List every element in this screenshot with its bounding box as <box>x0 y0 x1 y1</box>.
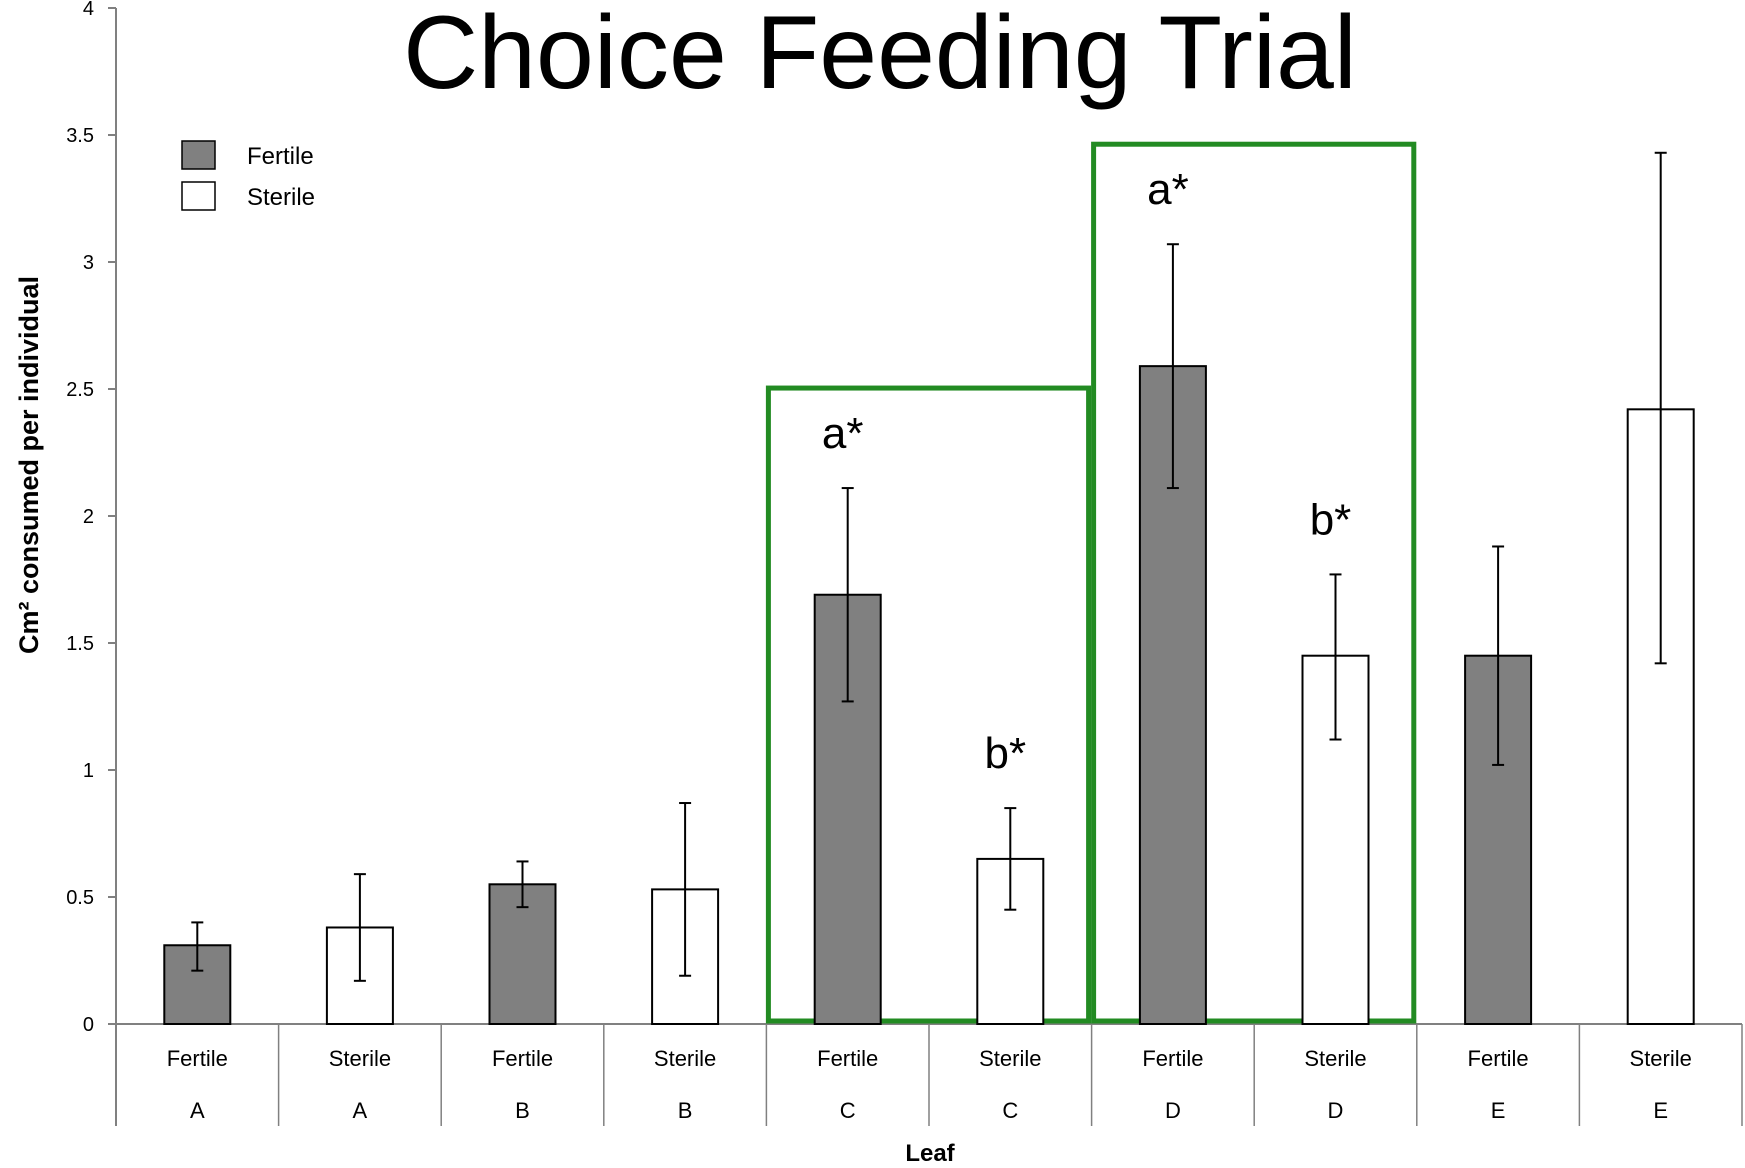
x-leaf-label: B <box>515 1098 530 1123</box>
x-leaf-label: D <box>1165 1098 1181 1123</box>
y-tick-label: 3.5 <box>66 125 94 147</box>
x-leaf-label: C <box>840 1098 856 1123</box>
y-tick-label: 1.5 <box>66 633 94 655</box>
y-tick-label: 2 <box>83 506 94 528</box>
x-leaf-label: B <box>678 1098 693 1123</box>
y-tick-label: 1 <box>83 760 94 782</box>
x-category-label: Fertile <box>1142 1046 1203 1071</box>
x-leaf-label: A <box>353 1098 368 1123</box>
x-category-label: Fertile <box>492 1046 553 1071</box>
legend-swatch <box>181 140 216 170</box>
x-category-label: Fertile <box>167 1046 228 1071</box>
significance-annotation: a* <box>822 409 864 458</box>
y-tick-label: 2.5 <box>66 379 94 401</box>
y-axis-label: Cm² consumed per individual <box>14 276 44 654</box>
x-category-label: Fertile <box>817 1046 878 1071</box>
x-leaf-label: E <box>1491 1098 1506 1123</box>
x-category-label: Fertile <box>1468 1046 1529 1071</box>
chart-title: Choice Feeding Trial <box>403 0 1357 111</box>
x-category-label: Sterile <box>1304 1046 1366 1071</box>
x-leaf-label: A <box>190 1098 205 1123</box>
x-leaf-label: D <box>1328 1098 1344 1123</box>
x-leaf-label: C <box>1002 1098 1018 1123</box>
y-tick-label: 4 <box>83 0 94 20</box>
legend-swatch <box>181 181 216 211</box>
x-category-label: Sterile <box>329 1046 391 1071</box>
x-category-label: Sterile <box>1630 1046 1692 1071</box>
x-category-label: Sterile <box>979 1046 1041 1071</box>
significance-annotation: b* <box>1310 495 1352 544</box>
legend-label: Sterile <box>247 184 315 211</box>
x-axis-label: Leaf <box>905 1140 955 1167</box>
highlight-box <box>765 385 1092 1024</box>
x-category-label: Sterile <box>654 1046 716 1071</box>
highlight-box <box>1091 141 1417 1024</box>
y-tick-label: 0 <box>83 1014 94 1036</box>
y-tick-label: 0.5 <box>66 887 94 909</box>
significance-annotation: a* <box>1147 165 1189 214</box>
significance-annotation: b* <box>985 729 1027 778</box>
x-leaf-label: E <box>1653 1098 1668 1123</box>
legend-label: Fertile <box>247 143 314 170</box>
y-tick-label: 3 <box>83 252 94 274</box>
